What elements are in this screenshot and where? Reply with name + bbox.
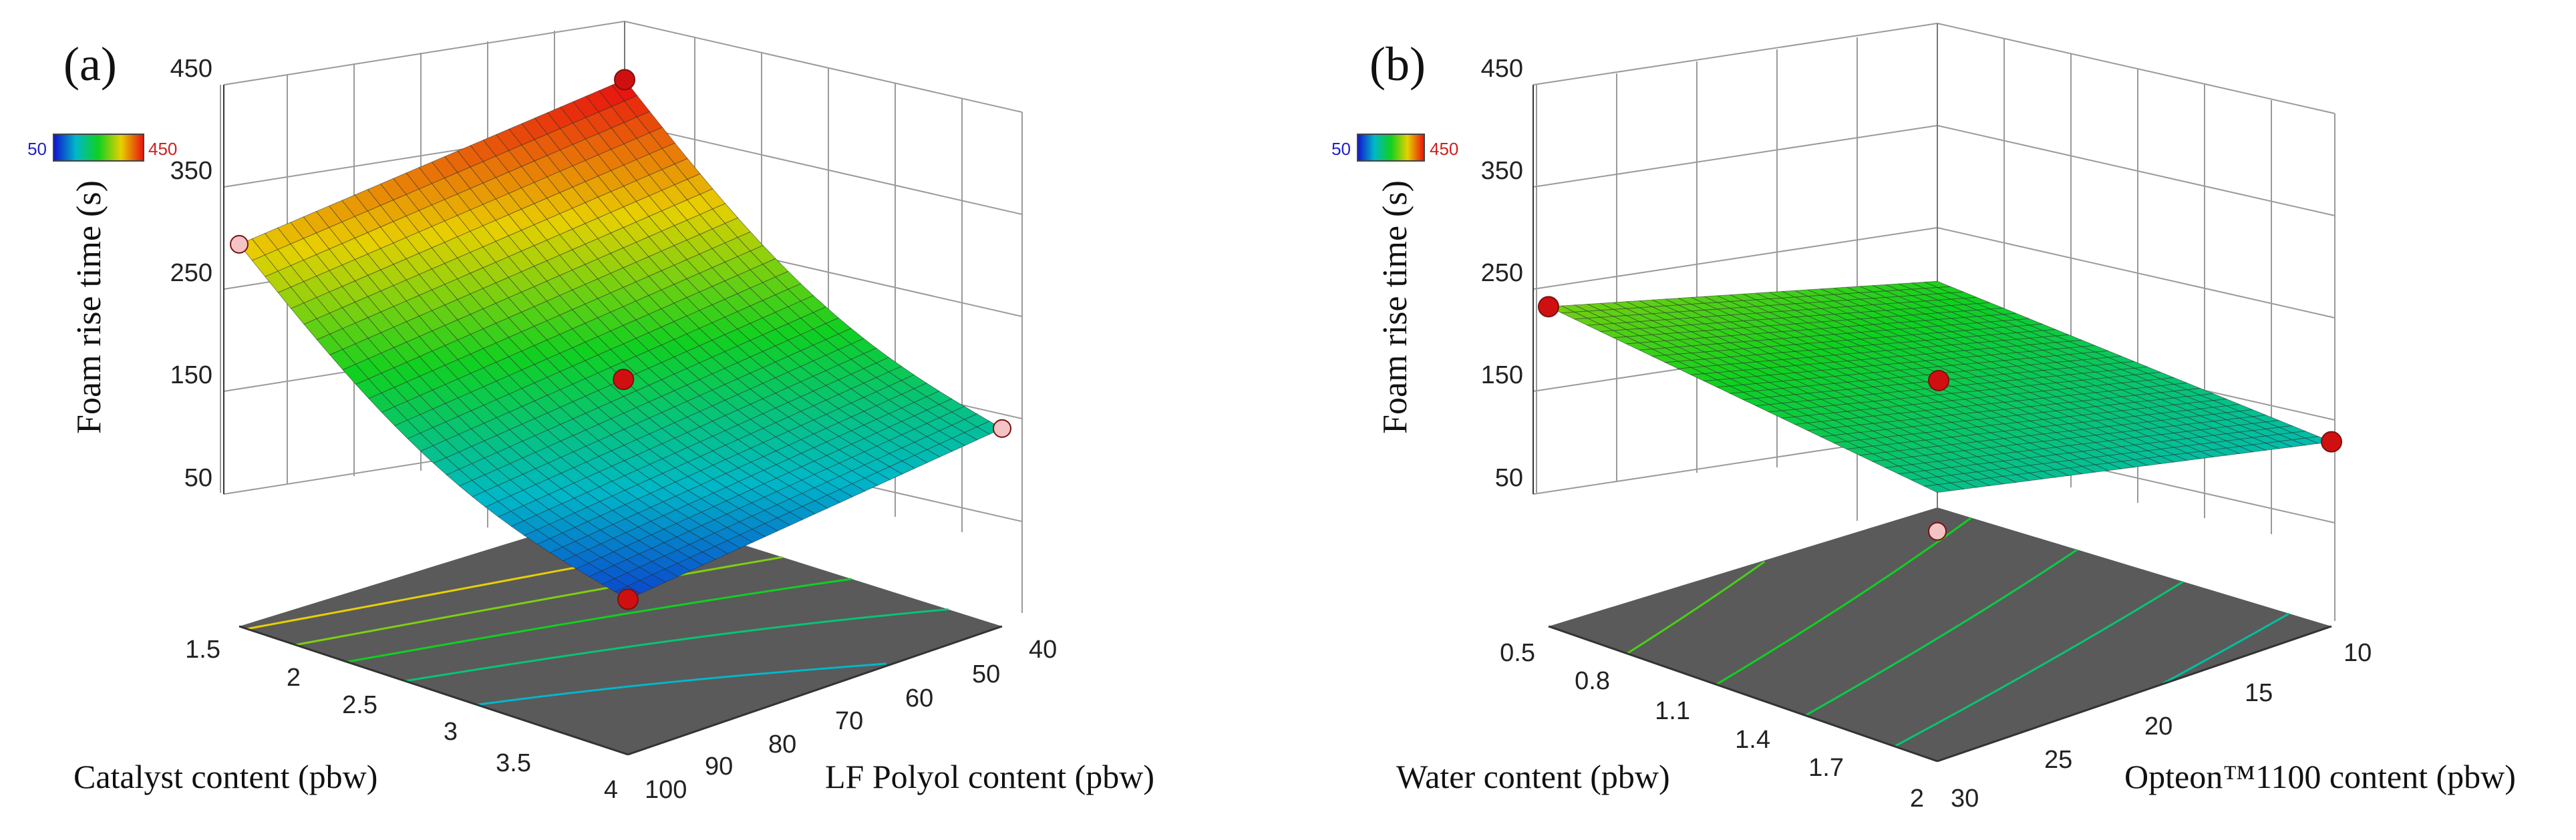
b-design-point xyxy=(2321,431,2342,453)
b-design-point xyxy=(1538,296,1559,318)
a-y-tick-60: 60 xyxy=(905,684,933,712)
a-z-tick-350: 350 xyxy=(170,157,212,185)
a-z-tick-150: 150 xyxy=(170,361,212,389)
chart-panel-a: 450 350 250 150 50 Foam rise time (s) 1.… xyxy=(27,21,1154,804)
a-z-tick-450: 450 xyxy=(170,55,212,83)
a-design-point xyxy=(614,69,635,91)
a-contour-line xyxy=(347,578,852,663)
b-x-tick-5: 1.7 xyxy=(1808,754,1844,782)
a-y-tick-50: 50 xyxy=(972,660,1000,688)
panel-a-y-ticks: 40 50 60 70 80 90 100 xyxy=(645,636,1057,804)
b-z-tick-250: 250 xyxy=(1481,259,1523,287)
panel-a-z-label: Foam rise time (s) xyxy=(70,180,108,434)
panel-a-surface xyxy=(238,79,1003,600)
b-z-tick-350: 350 xyxy=(1481,157,1523,185)
panel-b-colorbar-max: 450 xyxy=(1430,139,1458,159)
a-design-point xyxy=(617,588,639,610)
panel-a-y-label: LF Polyol content (pbw) xyxy=(825,758,1154,795)
panel-a-x-ticks: 1.5 2 2.5 3 3.5 4 xyxy=(185,636,618,804)
a-y-tick-80: 80 xyxy=(768,730,796,759)
panel-b-design-points xyxy=(1538,296,2342,541)
b-y-tick-10: 10 xyxy=(2344,639,2372,667)
panel-b-z-label: Foam rise time (s) xyxy=(1376,180,1414,434)
b-y-tick-15: 15 xyxy=(2245,679,2273,707)
a-design-point xyxy=(993,419,1011,438)
b-design-point xyxy=(1928,369,1949,391)
panel-b-x-ticks: 0.5 0.8 1.1 1.4 1.7 2 xyxy=(1500,639,1924,813)
chart-panel-b: 450 350 250 150 50 Foam rise time (s) 0.… xyxy=(1331,23,2516,813)
a-x-tick-6: 4 xyxy=(604,776,618,804)
a-contour-line xyxy=(404,608,949,682)
b-x-tick-3: 1.1 xyxy=(1655,697,1690,725)
b-y-tick-20: 20 xyxy=(2144,712,2172,741)
a-x-tick-4: 3 xyxy=(444,718,458,746)
panel-b-label: (b) xyxy=(1370,37,1426,91)
a-contour-line xyxy=(295,556,783,646)
a-design-point xyxy=(230,234,249,254)
a-x-tick-1: 1.5 xyxy=(185,636,220,664)
a-x-tick-2: 2 xyxy=(287,664,301,692)
b-x-tick-2: 0.8 xyxy=(1575,667,1610,695)
b-y-tick-30: 30 xyxy=(1951,785,1979,813)
a-y-tick-100: 100 xyxy=(645,776,687,804)
panel-a-x-label: Catalyst content (pbw) xyxy=(73,758,377,795)
panel-a-label: (a) xyxy=(63,37,117,91)
b-design-point xyxy=(1928,521,1947,541)
panel-a-z-ticks: 450 350 250 150 50 xyxy=(170,55,212,492)
panel-b-x-label: Water content (pbw) xyxy=(1396,758,1670,795)
a-z-tick-50: 50 xyxy=(184,464,212,492)
panel-b-colorbar-min: 50 xyxy=(1331,139,1351,159)
panel-b-floor xyxy=(1549,507,2331,761)
a-design-point xyxy=(613,369,635,391)
panel-b-contours xyxy=(1626,517,2290,748)
a-x-tick-3: 2.5 xyxy=(342,691,377,719)
b-contour-line xyxy=(1894,580,2184,748)
a-contour-line xyxy=(476,662,887,706)
b-contour-line xyxy=(1716,517,1972,686)
panel-b-surface xyxy=(1547,280,2333,493)
b-x-tick-1: 0.5 xyxy=(1500,639,1535,667)
b-x-tick-4: 1.4 xyxy=(1735,726,1770,754)
a-y-tick-70: 70 xyxy=(835,707,863,735)
a-x-tick-5: 3.5 xyxy=(496,749,531,777)
a-y-tick-40: 40 xyxy=(1029,636,1057,664)
b-contour-line xyxy=(1804,548,2078,716)
panel-a-design-points xyxy=(230,69,1011,610)
b-z-tick-450: 450 xyxy=(1481,55,1523,83)
b-surface-cell xyxy=(1923,484,1952,493)
b-z-tick-150: 150 xyxy=(1481,361,1523,389)
b-x-tick-6: 2 xyxy=(1910,785,1924,813)
panel-a-colorbar-min: 50 xyxy=(27,139,47,159)
panel-b-y-label: Opteon™1100 content (pbw) xyxy=(2124,758,2516,795)
panel-b-colorbar xyxy=(1357,134,1425,162)
b-z-tick-50: 50 xyxy=(1495,464,1523,492)
a-z-tick-250: 250 xyxy=(170,259,212,287)
b-contour-line xyxy=(2162,612,2290,684)
panel-b-y-ticks: 10 15 20 25 30 xyxy=(1951,639,2372,813)
panel-b-z-ticks: 450 350 250 150 50 xyxy=(1481,55,1523,492)
panel-a-colorbar-max: 450 xyxy=(148,139,177,159)
a-y-tick-90: 90 xyxy=(705,753,733,781)
panel-a-floor xyxy=(239,507,1002,755)
b-contour-line xyxy=(1626,560,1766,655)
b-y-tick-25: 25 xyxy=(2044,746,2072,774)
panel-a-colorbar xyxy=(53,134,144,162)
